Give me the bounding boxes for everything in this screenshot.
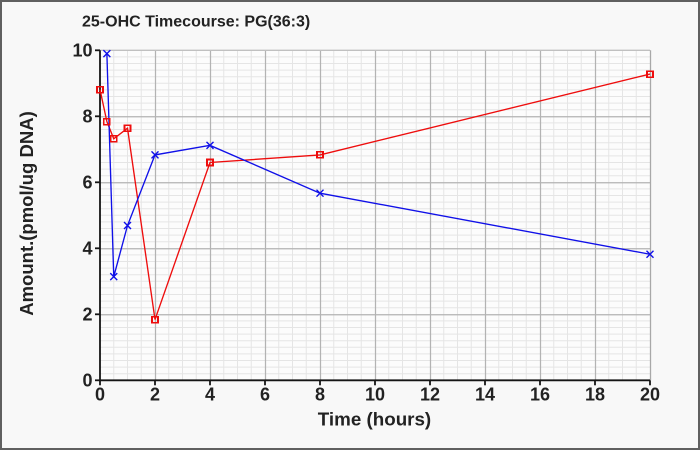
- svg-text:20: 20: [640, 385, 660, 405]
- svg-text:10: 10: [365, 385, 385, 405]
- svg-text:4: 4: [82, 238, 92, 258]
- svg-text:Amount.(pmol/ug DNA): Amount.(pmol/ug DNA): [16, 111, 37, 316]
- svg-text:6: 6: [82, 172, 92, 192]
- svg-text:25-OHC Timecourse: PG(36:3): 25-OHC Timecourse: PG(36:3): [82, 14, 310, 31]
- svg-text:16: 16: [530, 385, 550, 405]
- svg-text:0: 0: [95, 385, 105, 405]
- svg-text:8: 8: [82, 106, 92, 126]
- svg-text:14: 14: [475, 385, 495, 405]
- svg-text:2: 2: [82, 304, 92, 324]
- svg-text:0: 0: [82, 370, 92, 390]
- svg-text:10: 10: [72, 40, 92, 60]
- svg-text:4: 4: [205, 385, 215, 405]
- svg-text:18: 18: [585, 385, 605, 405]
- svg-text:6: 6: [260, 385, 270, 405]
- svg-text:2: 2: [150, 385, 160, 405]
- svg-text:Time (hours): Time (hours): [318, 409, 431, 430]
- svg-text:12: 12: [420, 385, 440, 405]
- svg-text:8: 8: [315, 385, 325, 405]
